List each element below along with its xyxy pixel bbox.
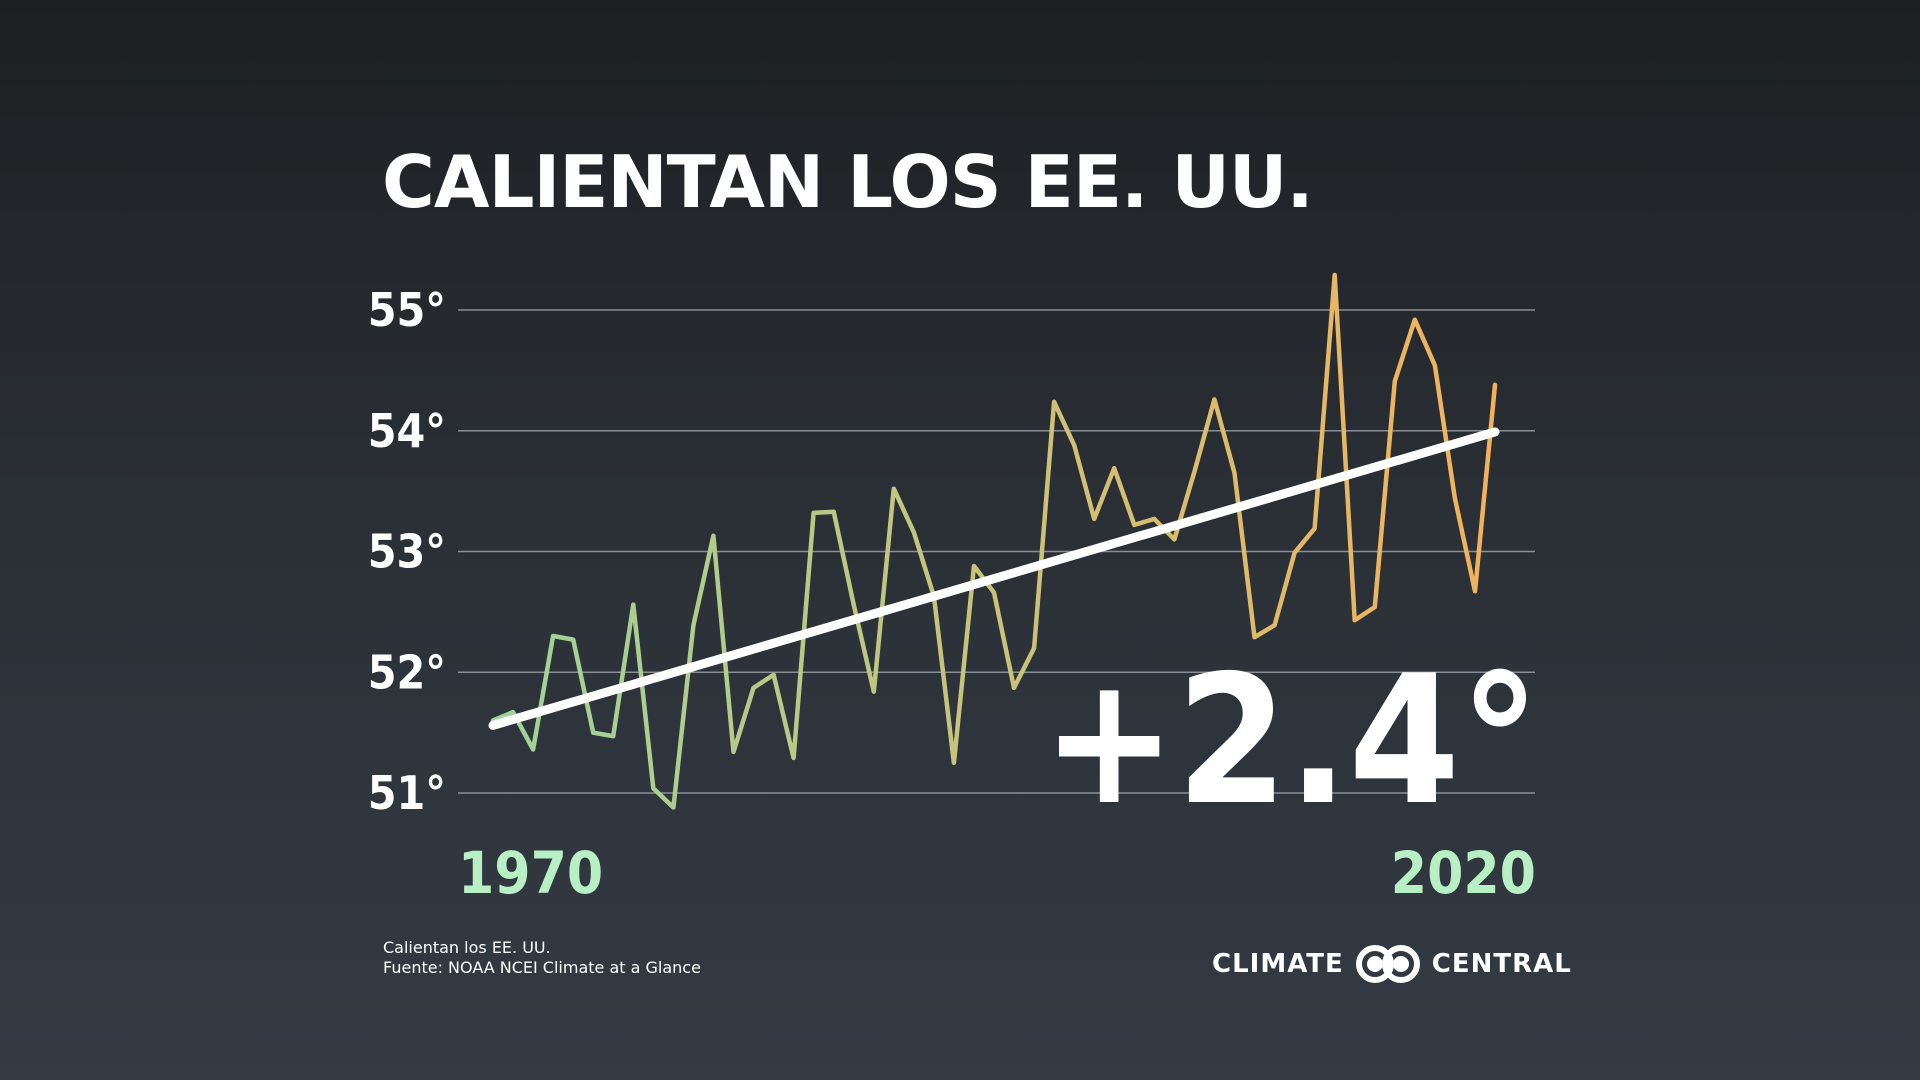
footnote-title: Calientan los EE. UU. (383, 938, 551, 957)
series-layer (490, 272, 1498, 810)
trend-layer (488, 427, 1500, 730)
y-tick-label: 55° (368, 283, 446, 337)
x-tick-label-end: 2020 (1391, 839, 1536, 907)
series-line (490, 272, 1498, 810)
brand-word-left: CLIMATE (1212, 949, 1344, 979)
y-tick-label: 52° (368, 645, 446, 699)
x-axis-ticks: 1970 2020 (458, 839, 1536, 907)
x-tick-label-start: 1970 (458, 839, 603, 907)
y-axis-ticks: 51° 52° 53° 54° 55° (368, 283, 446, 820)
gridlines (458, 309, 1535, 794)
footnote-source: Fuente: NOAA NCEI Climate at a Glance (383, 958, 701, 977)
temperature-change-label: +2.4° (1042, 637, 1540, 844)
y-tick-label: 51° (368, 766, 446, 820)
climate-central-logo: CLIMATE CENTRAL (1212, 944, 1572, 984)
chart-title: CALIENTAN LOS EE. UU. (382, 140, 1314, 224)
y-tick-label: 54° (368, 404, 446, 458)
linked-circles-icon (1355, 945, 1420, 983)
footnote: Calientan los EE. UU. Fuente: NOAA NCEI … (383, 938, 701, 978)
y-tick-label: 53° (368, 525, 446, 579)
trend-line (488, 427, 1500, 730)
brand-word-right: CENTRAL (1431, 949, 1572, 979)
